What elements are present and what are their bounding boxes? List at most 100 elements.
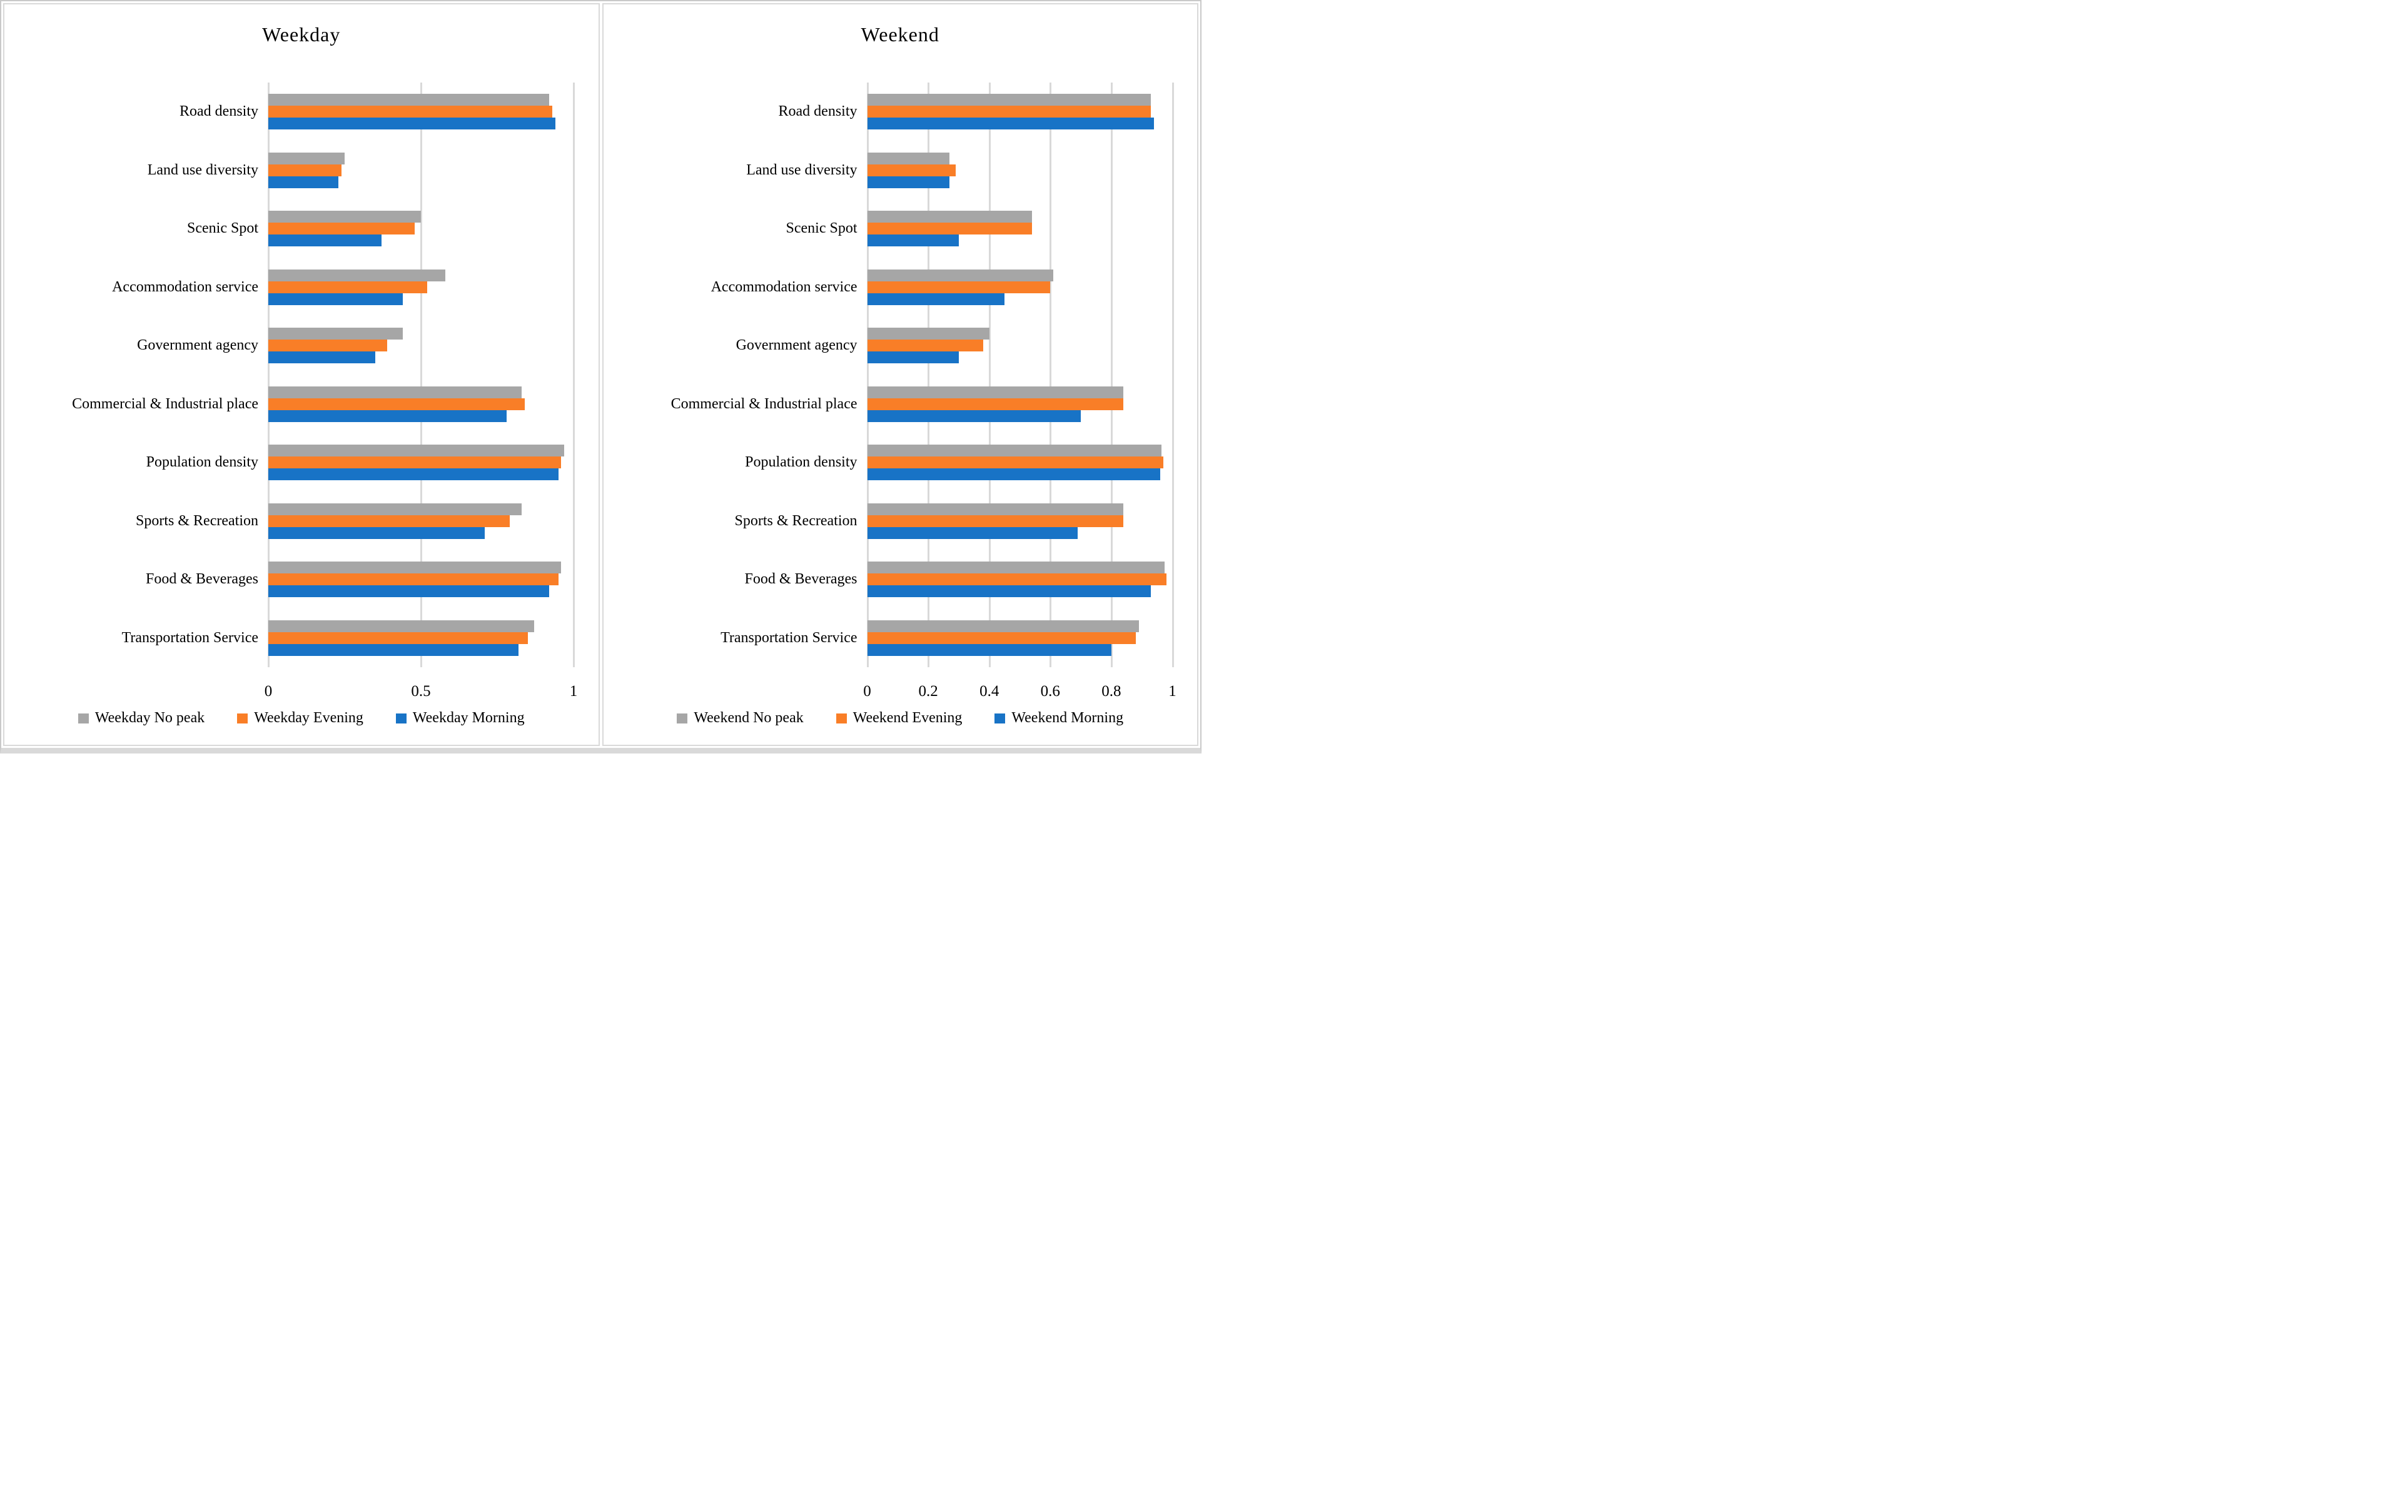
bar-group-road-density [867, 94, 1173, 130]
bar-weekday-no-peak-scenic-spot [268, 211, 421, 223]
category-label-accommodation-service: Accommodation service [711, 278, 857, 295]
bar-weekday-no-peak-road-density [268, 94, 549, 106]
bar-group-sports-recreation [867, 503, 1173, 539]
legend: Weekend No peak Weekend Evening Weekend Mo… [604, 710, 1198, 727]
category-label-accommodation-service: Accommodation service [112, 278, 258, 295]
legend-item-weekend-evening: Weekend Evening [836, 710, 963, 727]
y-axis-line [268, 83, 270, 667]
legend-label: Weekday Morning [412, 710, 525, 726]
bar-weekend-evening-population-density [867, 456, 1163, 469]
bar-weekday-no-peak-accommodation-service [268, 269, 446, 281]
category-label-road-density: Road density [180, 103, 258, 119]
bar-weekday-no-peak-sports-recreation [268, 503, 522, 515]
bar-weekend-evening-accommodation-service [867, 281, 1051, 293]
bar-weekend-morning-transportation-service [867, 643, 1111, 656]
bar-weekday-evening-population-density [268, 456, 562, 469]
bar-weekday-evening-scenic-spot [268, 223, 415, 235]
gridline [1050, 83, 1052, 667]
bar-group-sports-recreation [268, 503, 574, 539]
category-label-transportation-service: Transportation Service [121, 629, 258, 646]
legend-item-weekday-morning: Weekday Morning [395, 710, 525, 727]
plot-area: 0 0.5 1 [265, 83, 577, 700]
gridline [420, 83, 422, 667]
y-axis-line [866, 83, 869, 667]
bar-weekday-evening-accommodation-service [268, 281, 427, 293]
bar-weekday-morning-land-use-diversity [268, 176, 339, 188]
category-label-transportation-service: Transportation Service [721, 629, 857, 646]
legend-label: Weekday Evening [254, 710, 363, 726]
bar-weekend-morning-food-beverages [867, 585, 1151, 598]
gridline [928, 83, 930, 667]
bar-weekday-no-peak-government-agency [268, 328, 403, 340]
bar-group-land-use-diversity [268, 152, 574, 188]
category-label-commercial-industrial-place: Commercial & Industrial place [670, 395, 857, 412]
bar-weekend-no-peak-road-density [867, 94, 1151, 106]
bar-group-transportation-service [867, 620, 1173, 656]
legend: Weekday No peak Weekday Evening Weekday Mo… [4, 710, 599, 727]
gridline [573, 83, 575, 667]
bar-weekday-morning-scenic-spot [268, 234, 382, 247]
bar-group-government-agency [268, 328, 574, 364]
bar-weekday-morning-commercial-industrial-place [268, 410, 507, 422]
bar-weekend-morning-accommodation-service [867, 293, 1005, 305]
category-label-government-agency: Government agency [137, 337, 258, 353]
plot-area: 0 0.2 0.4 0.6 0.8 1 [863, 83, 1176, 700]
bar-weekday-evening-sports-recreation [268, 515, 510, 527]
gridline [988, 83, 991, 667]
bar-weekend-evening-transportation-service [867, 632, 1136, 644]
legend-swatch-icon [395, 713, 407, 723]
bar-group-population-density [268, 445, 574, 481]
gridline [1110, 83, 1113, 667]
bar-weekend-no-peak-commercial-industrial-place [867, 386, 1124, 398]
category-label-sports-recreation: Sports & Recreation [734, 512, 857, 529]
x-tick-label-0-2: 0.2 [918, 683, 938, 700]
bar-weekday-no-peak-commercial-industrial-place [268, 386, 522, 398]
bar-weekend-evening-scenic-spot [867, 223, 1033, 235]
category-label-scenic-spot: Scenic Spot [187, 220, 258, 236]
category-label-sports-recreation: Sports & Recreation [136, 512, 258, 529]
bar-group-accommodation-service [867, 269, 1173, 305]
bar-weekday-no-peak-land-use-diversity [268, 152, 345, 164]
bar-group-food-beverages [268, 562, 574, 598]
category-label-population-density: Population density [146, 454, 258, 470]
figure: Weekday Road density Land use diversity Sc… [0, 0, 1201, 753]
bar-weekday-morning-sports-recreation [268, 527, 485, 539]
bar-weekend-no-peak-food-beverages [867, 562, 1165, 574]
bar-group-commercial-industrial-place [268, 386, 574, 422]
bar-weekday-evening-road-density [268, 106, 552, 118]
legend-label: Weekend Evening [852, 710, 963, 726]
bar-weekend-evening-sports-recreation [867, 515, 1124, 527]
bar-weekend-morning-road-density [867, 118, 1155, 130]
legend-swatch-icon [677, 713, 688, 723]
bar-weekday-morning-transportation-service [268, 643, 519, 656]
category-label-food-beverages: Food & Beverages [146, 571, 258, 587]
x-tick-label-0: 0 [264, 683, 273, 700]
bar-weekend-no-peak-sports-recreation [867, 503, 1124, 515]
x-tick-label-0-8: 0.8 [1101, 683, 1121, 700]
bar-weekday-evening-land-use-diversity [268, 164, 342, 176]
bar-weekend-evening-government-agency [867, 340, 983, 352]
category-label-food-beverages: Food & Beverages [744, 571, 857, 587]
chart-title-weekday: Weekday [262, 23, 341, 46]
bar-weekend-morning-scenic-spot [867, 234, 959, 247]
legend-item-weekday-evening: Weekday Evening [237, 710, 363, 727]
bar-weekend-no-peak-scenic-spot [867, 211, 1033, 223]
bar-group-government-agency [867, 328, 1173, 364]
category-label-land-use-diversity: Land use diversity [147, 161, 258, 178]
legend-label: Weekend No peak [694, 710, 804, 726]
bar-group-transportation-service [268, 620, 574, 656]
bar-weekend-morning-commercial-industrial-place [867, 410, 1081, 422]
legend-swatch-icon [237, 713, 248, 723]
bar-weekday-no-peak-transportation-service [268, 620, 534, 632]
weekend-chart-panel: Weekend Road density Land use diversity Sc… [602, 3, 1198, 746]
category-label-scenic-spot: Scenic Spot [786, 220, 857, 236]
bar-weekday-evening-transportation-service [268, 632, 528, 644]
legend-label: Weekend Morning [1011, 710, 1124, 726]
bar-group-commercial-industrial-place [867, 386, 1173, 422]
legend-item-weekend-morning: Weekend Morning [994, 710, 1123, 727]
bar-weekday-evening-food-beverages [268, 573, 559, 586]
bar-group-scenic-spot [268, 211, 574, 247]
x-tick-label-0-5: 0.5 [411, 683, 431, 700]
bar-weekend-morning-land-use-diversity [867, 176, 950, 188]
weekday-chart-panel: Weekday Road density Land use diversity Sc… [3, 3, 600, 746]
